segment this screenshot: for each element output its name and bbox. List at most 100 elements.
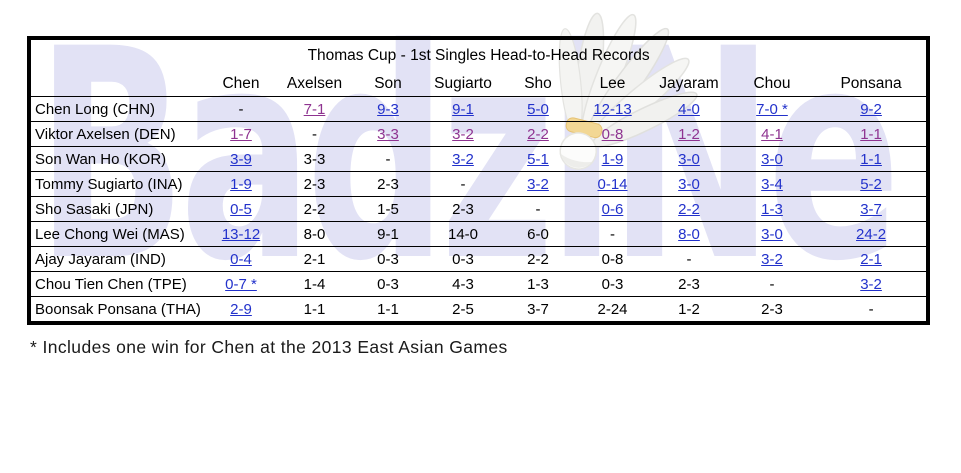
h2h-cell: - (278, 121, 351, 147)
table-title: Thomas Cup - 1st Singles Head-to-Head Re… (307, 46, 650, 64)
h2h-cell: 3-7 (816, 196, 927, 222)
h2h-value: - (868, 300, 874, 318)
col-header-chen: Chen (222, 74, 260, 92)
h2h-value[interactable]: 13-12 (221, 225, 261, 243)
h2h-value: 2-5 (452, 300, 474, 318)
h2h-value[interactable]: 3-2 (452, 125, 474, 143)
h2h-value[interactable]: 3-3 (377, 125, 399, 143)
h2h-cell: 2-3 (728, 296, 816, 321)
h2h-value[interactable]: 3-2 (761, 250, 783, 268)
h2h-cell: 9-3 (351, 96, 425, 122)
h2h-cell: 9-1 (425, 96, 501, 122)
h2h-cell: 1-2 (650, 121, 728, 147)
h2h-value: - (238, 100, 244, 118)
h2h-value[interactable]: 9-2 (860, 100, 882, 118)
player-name: Ajay Jayaram (IND) (31, 246, 204, 272)
h2h-value[interactable]: 3-2 (452, 150, 474, 168)
h2h-value[interactable]: 9-3 (377, 100, 399, 118)
h2h-value[interactable]: 3-0 (761, 150, 783, 168)
h2h-cell: 8-0 (650, 221, 728, 247)
h2h-value[interactable]: 5-2 (860, 175, 882, 193)
h2h-value[interactable]: 0-6 (601, 200, 624, 218)
h2h-value[interactable]: 2-2 (678, 200, 700, 218)
h2h-cell: 0-14 (575, 171, 650, 197)
h2h-value[interactable]: 3-2 (860, 275, 882, 293)
h2h-value: 1-4 (303, 275, 326, 293)
h2h-value: 3-3 (303, 150, 326, 168)
h2h-cell: 2-1 (278, 246, 351, 272)
h2h-cell: 0-4 (204, 246, 278, 272)
h2h-cell: 3-2 (816, 271, 927, 297)
h2h-cell: 1-3 (501, 271, 575, 297)
h2h-value[interactable]: 8-0 (678, 225, 700, 243)
h2h-value[interactable]: 0-5 (230, 200, 252, 218)
h2h-cell: 5-1 (501, 146, 575, 172)
h2h-value: 8-0 (303, 225, 326, 243)
h2h-value[interactable]: 1-9 (230, 175, 252, 193)
head-to-head-table: Thomas Cup - 1st Singles Head-to-Head Re… (31, 40, 927, 321)
h2h-value[interactable]: 2-1 (860, 250, 882, 268)
h2h-cell: 1-1 (278, 296, 351, 321)
h2h-value[interactable]: 2-2 (527, 125, 549, 143)
h2h-value[interactable]: 5-0 (527, 100, 549, 118)
col-header-son: Son (374, 74, 402, 92)
h2h-cell: 2-9 (204, 296, 278, 321)
h2h-value[interactable]: 5-1 (527, 150, 549, 168)
h2h-cell: 1-9 (204, 171, 278, 197)
h2h-value: - (686, 250, 692, 268)
h2h-value[interactable]: 7-1 (303, 100, 326, 118)
h2h-cell: 2-5 (425, 296, 501, 321)
h2h-value: 0-3 (601, 275, 624, 293)
h2h-cell: 5-0 (501, 96, 575, 122)
h2h-value: 2-3 (303, 175, 326, 193)
table-row: Tommy Sugiarto (INA) 1-9 2-3 2-3 - 3-2 0… (31, 171, 927, 197)
h2h-cell: - (425, 171, 501, 197)
h2h-value[interactable]: 9-1 (452, 100, 474, 118)
h2h-value[interactable]: 3-0 (678, 150, 700, 168)
h2h-value: 2-3 (452, 200, 474, 218)
h2h-value[interactable]: 1-9 (601, 150, 624, 168)
h2h-value[interactable]: 1-2 (678, 125, 700, 143)
footnote: * Includes one win for Chen at the 2013 … (30, 337, 508, 357)
h2h-value[interactable]: 3-9 (230, 150, 252, 168)
h2h-value[interactable]: 0-7 * (225, 275, 257, 293)
h2h-value[interactable]: 4-1 (761, 125, 783, 143)
h2h-value[interactable]: 3-0 (761, 225, 783, 243)
col-header-ponsana: Ponsana (840, 74, 902, 92)
h2h-value: - (385, 150, 391, 168)
h2h-value[interactable]: 3-4 (761, 175, 783, 193)
h2h-cell: 1-2 (650, 296, 728, 321)
col-header-chou: Chou (753, 74, 791, 92)
h2h-value[interactable]: 2-9 (230, 300, 252, 318)
h2h-value[interactable]: 24-2 (856, 225, 887, 243)
h2h-value[interactable]: 3-7 (860, 200, 882, 218)
h2h-value[interactable]: 3-2 (527, 175, 549, 193)
h2h-value[interactable]: 1-7 (230, 125, 252, 143)
h2h-value[interactable]: 0-14 (597, 175, 628, 193)
h2h-value[interactable]: 7-0 * (756, 100, 788, 118)
h2h-cell: 1-1 (816, 121, 927, 147)
h2h-value[interactable]: 1-1 (860, 150, 882, 168)
h2h-cell: 4-3 (425, 271, 501, 297)
h2h-cell: 3-4 (728, 171, 816, 197)
h2h-cell: 3-0 (728, 146, 816, 172)
h2h-value: 3-7 (527, 300, 549, 318)
h2h-value: - (460, 175, 466, 193)
h2h-value: - (312, 125, 317, 143)
h2h-cell: 3-2 (425, 146, 501, 172)
h2h-value[interactable]: 12-13 (593, 100, 632, 118)
h2h-cell: - (816, 296, 927, 321)
h2h-cell: 0-8 (575, 121, 650, 147)
h2h-value: 2-1 (303, 250, 326, 268)
h2h-value[interactable]: 1-1 (860, 125, 882, 143)
player-name: Sho Sasaki (JPN) (31, 196, 204, 222)
h2h-value[interactable]: 0-8 (601, 125, 624, 143)
h2h-value[interactable]: 1-3 (761, 200, 783, 218)
h2h-value[interactable]: 4-0 (678, 100, 700, 118)
h2h-value[interactable]: 3-0 (678, 175, 700, 193)
h2h-value: 1-3 (527, 275, 549, 293)
table-row: Ajay Jayaram (IND) 0-4 2-1 0-3 0-3 2-2 0… (31, 246, 927, 272)
h2h-value[interactable]: 0-4 (230, 250, 252, 268)
h2h-cell: 7-0 * (728, 96, 816, 122)
